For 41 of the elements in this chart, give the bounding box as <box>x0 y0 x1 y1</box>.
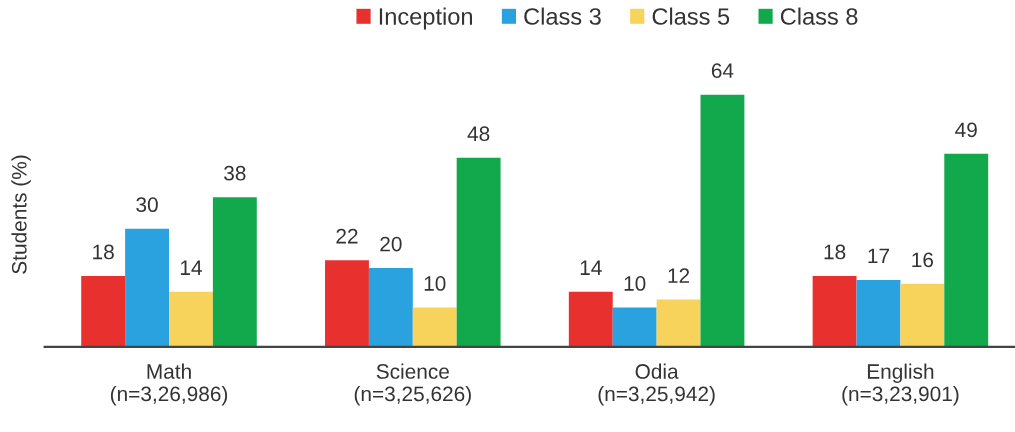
bar <box>612 307 657 347</box>
bar <box>900 283 945 347</box>
legend-label: Class 5 <box>652 7 730 25</box>
data-label: 20 <box>380 236 402 252</box>
data-label: 14 <box>580 260 602 275</box>
data-label: 22 <box>336 228 358 244</box>
bar <box>212 197 257 347</box>
data-label: 18 <box>824 244 846 260</box>
data-label: 12 <box>668 268 690 283</box>
bar <box>944 153 989 347</box>
bar <box>81 275 126 347</box>
bar <box>812 275 857 347</box>
bar <box>656 299 701 347</box>
x-tick-label: Science (n=3,25,626) <box>354 363 471 406</box>
data-label: 14 <box>180 260 202 275</box>
x-tick-label: Odia (n=3,25,942) <box>598 363 715 406</box>
x-tick-label: Math (n=3,26,986) <box>110 363 228 406</box>
data-label: 64 <box>711 63 734 79</box>
bar <box>456 157 501 347</box>
data-label: 10 <box>624 276 646 291</box>
legend-label: Inception <box>379 7 472 30</box>
data-label: 48 <box>467 126 490 142</box>
bar <box>125 228 169 347</box>
bar <box>169 291 213 347</box>
data-label: 49 <box>955 122 977 138</box>
data-label: 10 <box>424 276 446 291</box>
bar <box>568 291 613 347</box>
data-label: 30 <box>136 197 158 213</box>
data-label: 16 <box>912 252 934 268</box>
bar <box>700 94 745 347</box>
data-label: 17 <box>868 248 890 264</box>
x-tick-label: English (n=3,23,901) <box>842 363 959 406</box>
bar <box>412 307 457 347</box>
legend-label: Class 8 <box>780 7 858 25</box>
bar <box>368 268 413 347</box>
legend-label: Class 3 <box>524 7 601 25</box>
bar <box>325 260 369 347</box>
data-label: 18 <box>93 244 114 260</box>
bar <box>856 279 901 347</box>
data-label: 38 <box>224 165 246 181</box>
y-axis-title: Students (%) <box>11 155 31 274</box>
